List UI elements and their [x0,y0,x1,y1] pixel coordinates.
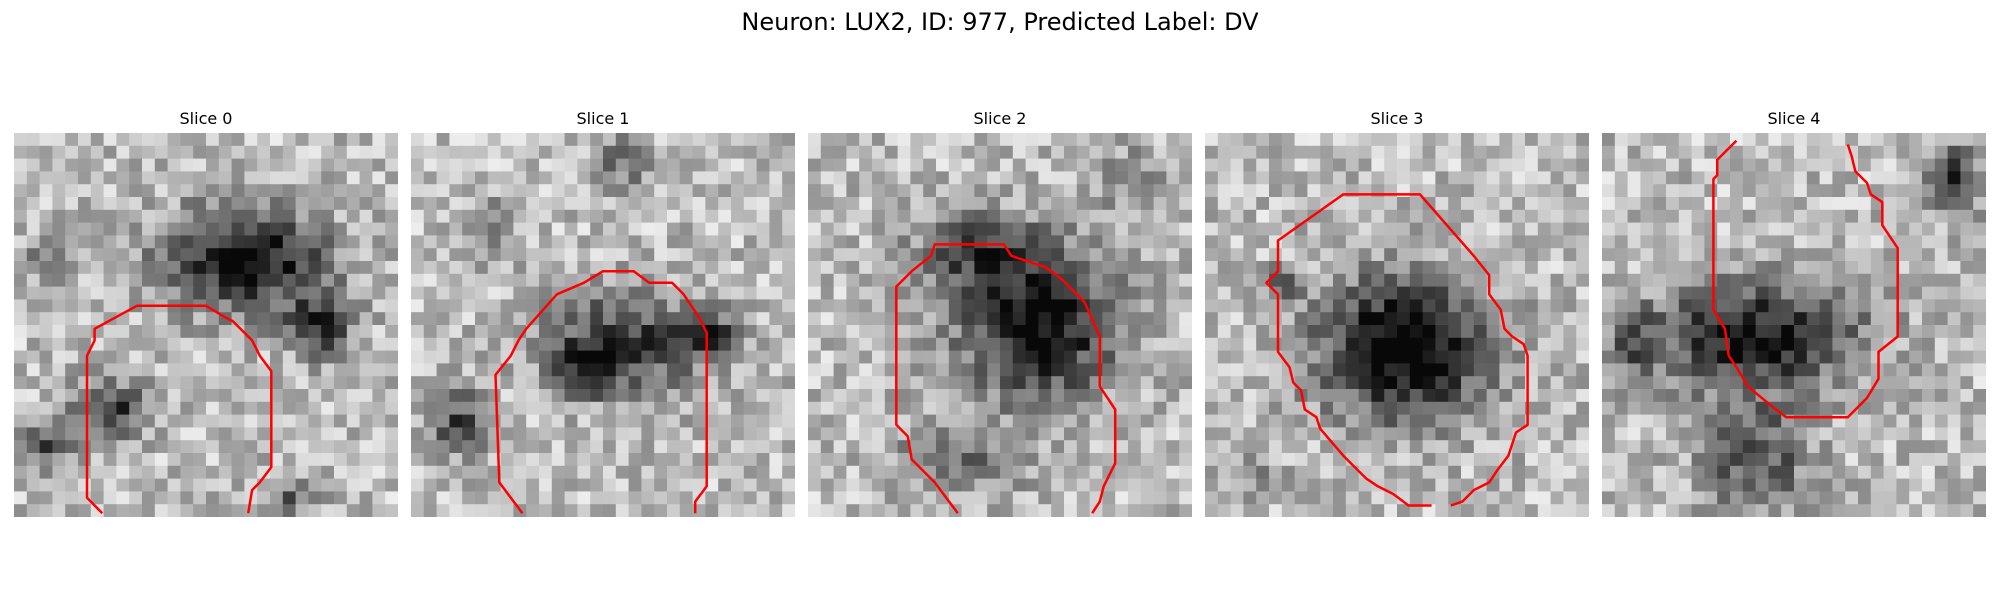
pixel-grid [14,133,398,517]
roi-contour [1712,139,1899,419]
slice-panel-2: Slice 2 [808,108,1192,517]
figure-title: Neuron: LUX2, ID: 977, Predicted Label: … [741,8,1259,36]
slice-title: Slice 0 [179,109,233,128]
pixel-grid [1602,133,1986,517]
slice-image [1602,133,1986,517]
roi-contour [1265,193,1529,507]
slice-panel-4: Slice 4 [1602,108,1986,517]
slice-title: Slice 1 [576,109,630,128]
roi-contour [494,269,708,514]
slice-panel-3: Slice 3 [1205,108,1589,517]
slice-panel-1: Slice 1 [411,108,795,517]
roi-contour [895,243,1117,514]
pixel-grid [411,133,795,517]
pixel-grid [1205,133,1589,517]
slice-image [808,133,1192,517]
slice-title: Slice 3 [1370,109,1424,128]
slice-image [411,133,795,517]
roi-contour [85,304,273,515]
slice-title: Slice 2 [973,109,1027,128]
slice-image [1205,133,1589,517]
slice-title: Slice 4 [1767,109,1821,128]
pixel-grid [808,133,1192,517]
slice-image [14,133,398,517]
slice-panel-0: Slice 0 [14,108,398,517]
